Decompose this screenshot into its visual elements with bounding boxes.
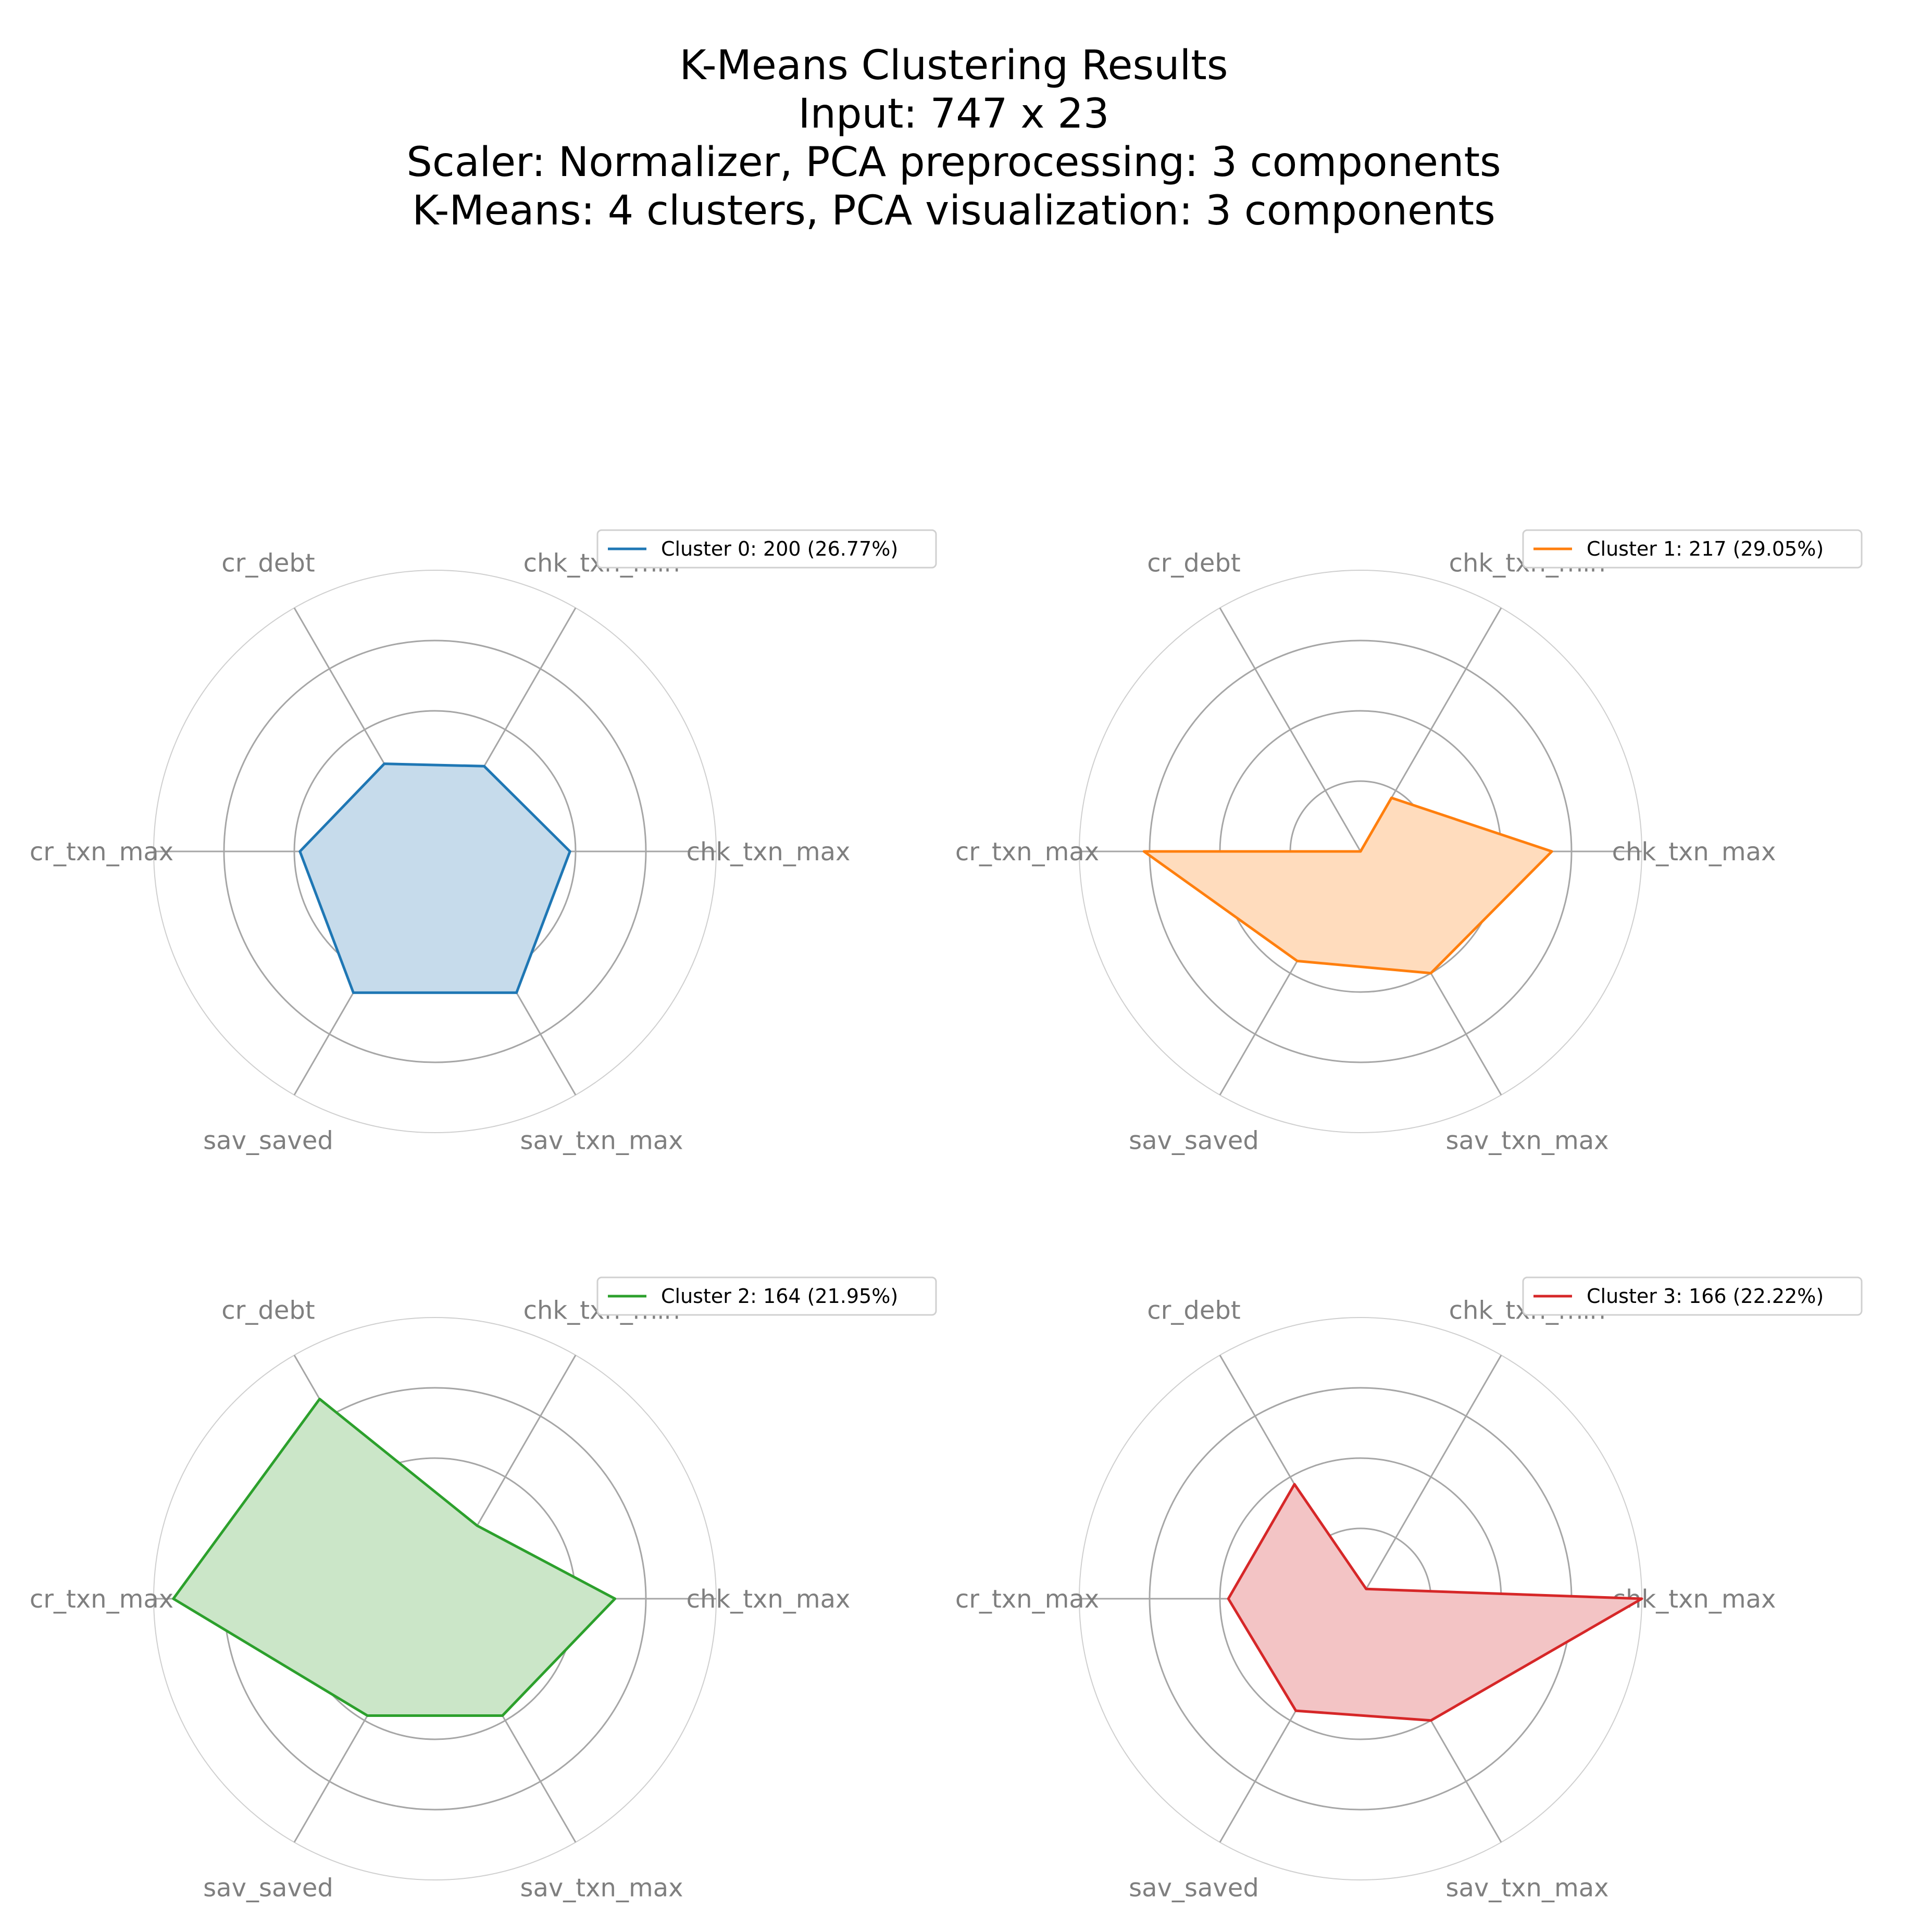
axis-label: cr_txn_max [30,1585,173,1614]
figure-title: K-Means Clustering Results Input: 747 x … [406,42,1501,234]
axis-label: chk_txn_max [687,1585,851,1614]
legend-frame [596,1276,937,1316]
legend-frame [596,529,937,569]
axis-label: cr_debt [221,1296,315,1325]
series-area [1144,798,1552,973]
legend-frame [1522,529,1863,569]
title-line-2: Input: 747 x 23 [799,91,1109,137]
series-area [173,1399,615,1716]
axis-label: cr_txn_max [30,837,173,867]
legend-label: Cluster 1: 217 (29.05%) [1587,537,1824,560]
legend: Cluster 1: 217 (29.05%) [1522,529,1863,569]
spoke-cr_debt [1219,607,1362,852]
axis-label: sav_saved [203,1873,333,1902]
radar-panel-0: chk_txn_maxchk_txn_mincr_debtcr_txn_maxs… [30,529,937,1155]
axis-label: sav_txn_max [1445,1873,1608,1902]
series-area [300,763,570,993]
series-line [1142,796,1553,975]
axis-label: sav_saved [203,1126,333,1155]
axis-label: sav_txn_max [520,1126,683,1155]
legend: Cluster 3: 166 (22.22%) [1522,1276,1863,1316]
axis-label: sav_saved [1129,1873,1259,1902]
axis-label: cr_txn_max [955,1585,1099,1614]
series-line [1227,1483,1643,1722]
axis-label: cr_txn_max [955,837,1099,867]
radar-panel-2: chk_txn_maxchk_txn_mincr_debtcr_txn_maxs… [30,1276,937,1902]
title-line-1: K-Means Clustering Results [680,42,1228,89]
legend-label: Cluster 0: 200 (26.77%) [661,537,898,560]
series-area [1228,1484,1642,1721]
axis-label: sav_txn_max [1445,1126,1608,1155]
spoke-chk_txn_min [1360,1354,1502,1599]
legend-label: Cluster 3: 166 (22.22%) [1587,1285,1824,1308]
series-line [298,762,571,994]
axis-label: sav_saved [1129,1126,1259,1155]
radar-panel-3: chk_txn_maxchk_txn_mincr_debtcr_txn_maxs… [955,1276,1863,1902]
legend: Cluster 0: 200 (26.77%) [596,529,937,569]
axis-label: sav_txn_max [520,1873,683,1902]
legend: Cluster 2: 164 (21.95%) [596,1276,937,1316]
radar-panel-1: chk_txn_maxchk_txn_mincr_debtcr_txn_maxs… [955,529,1863,1155]
series-line [172,1398,617,1717]
title-line-4: K-Means: 4 clusters, PCA visualization: … [412,187,1495,234]
axis-label: chk_txn_max [1612,837,1776,867]
axis-label: chk_txn_max [687,837,851,867]
title-line-3: Scaler: Normalizer, PCA preprocessing: 3… [406,139,1501,186]
axis-label: cr_debt [1147,1296,1240,1325]
axis-label: cr_debt [1147,549,1240,578]
legend-label: Cluster 2: 164 (21.95%) [661,1285,898,1308]
legend-frame [1522,1276,1863,1316]
axis-label: cr_debt [221,549,315,578]
radar-panels: chk_txn_maxchk_txn_mincr_debtcr_txn_maxs… [30,529,1863,1902]
